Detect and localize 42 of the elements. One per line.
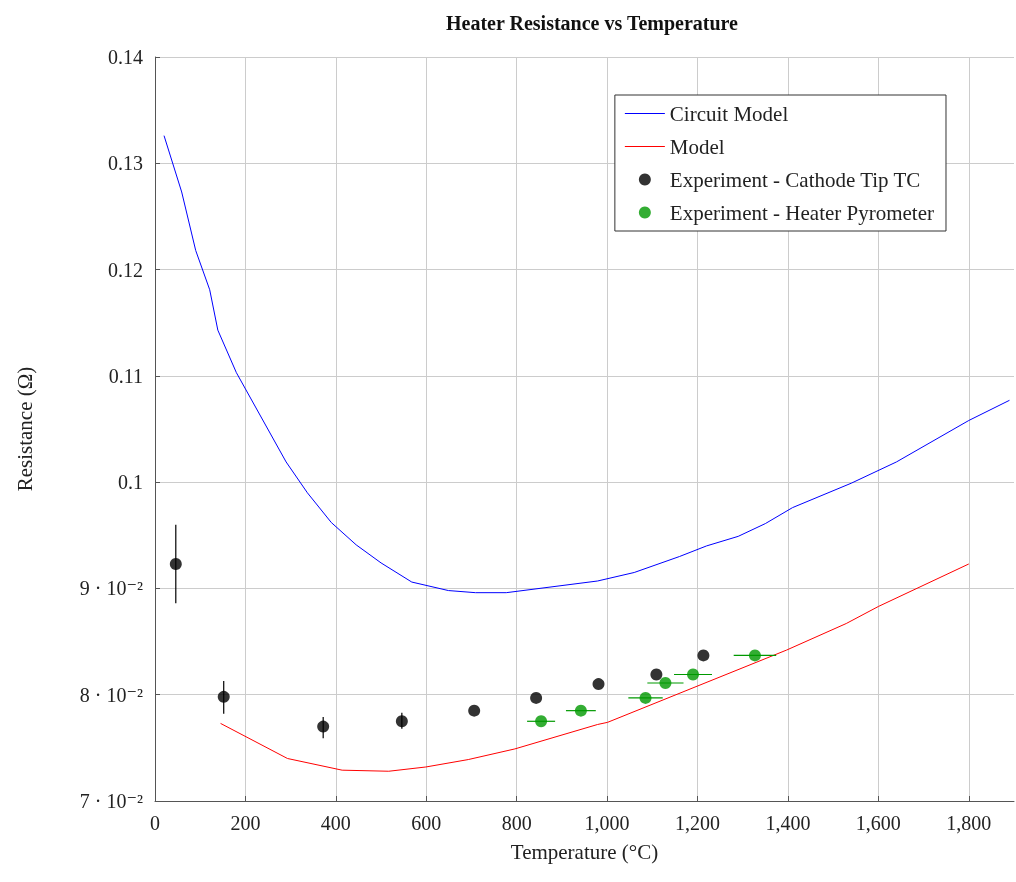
x-tick-label: 0	[150, 812, 160, 834]
x-tick-label: 1,400	[765, 812, 811, 834]
x-tick-label: 1,200	[675, 812, 721, 834]
y-axis-title: Resistance (Ω)	[12, 366, 37, 492]
line-series	[163, 135, 1010, 594]
point	[317, 720, 330, 733]
y-tick-label: 0.11	[108, 364, 143, 387]
y-tick-label: 7 · 10⁻²	[79, 790, 143, 812]
x-tick-label: 600	[411, 812, 442, 834]
point	[592, 678, 605, 691]
point	[574, 704, 587, 717]
x-tick-label: 200	[230, 812, 261, 834]
point	[748, 649, 761, 662]
y-tick-label: 8 · 10⁻²	[79, 683, 143, 706]
y-tick-label: 0.12	[108, 258, 143, 281]
legend-label: Experiment - Cathode Tip TC	[669, 167, 921, 192]
legend-label: Model	[669, 134, 725, 159]
point	[535, 715, 548, 728]
point	[639, 691, 652, 704]
y-tick-label: 0.1	[118, 471, 143, 494]
point	[697, 649, 710, 662]
chart-title: Heater Resistance vs Temperature	[446, 12, 739, 35]
point	[395, 715, 408, 728]
x-tick-label: 1,600	[855, 812, 901, 834]
point	[468, 704, 481, 717]
point	[650, 668, 663, 681]
point	[530, 691, 543, 704]
line-series	[220, 563, 970, 772]
x-axis-title: Temperature (°C)	[510, 839, 659, 864]
y-tick-label: 0.13	[108, 152, 143, 175]
point	[659, 677, 672, 690]
x-tick-label: 1,800	[946, 812, 992, 834]
x-tick-label: 400	[320, 812, 351, 834]
y-tick-label: 0.14	[108, 46, 143, 68]
legend-label: Experiment - Heater Pyrometer	[669, 200, 935, 225]
x-tick-label: 800	[501, 812, 532, 834]
legend-label: Circuit Model	[669, 101, 789, 126]
point	[687, 668, 700, 681]
point	[169, 557, 182, 570]
point	[217, 690, 230, 703]
x-tick-label: 1,000	[584, 812, 630, 834]
y-tick-label: 9 · 10⁻²	[79, 577, 143, 600]
